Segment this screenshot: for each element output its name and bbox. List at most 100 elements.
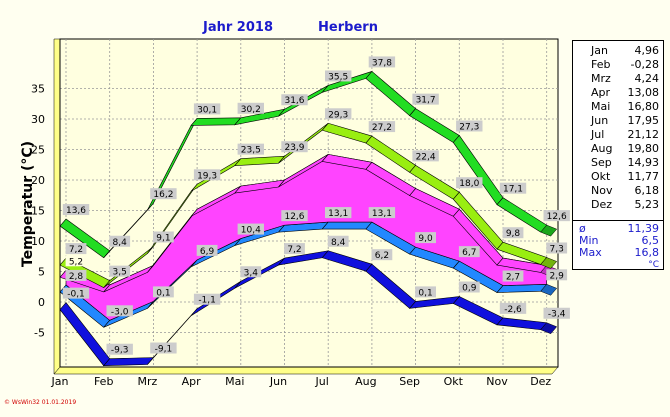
data-label: 7,2 (69, 245, 83, 255)
data-label: 9,1 (156, 233, 170, 243)
data-label-bg (150, 342, 177, 354)
data-label-bg (237, 143, 264, 155)
month-value: -0,28 (630, 58, 659, 71)
x-tick-label: Dez (530, 375, 551, 388)
monthly-row: Sep 14,93 (573, 156, 663, 170)
data-label-bg (502, 227, 524, 239)
month-value: 4,96 (634, 44, 660, 57)
series-0-endcap (540, 224, 558, 237)
month-name: Feb (591, 58, 611, 71)
data-label-bg (62, 204, 90, 216)
data-label: -0,1 (67, 290, 85, 300)
stat-label: Min (579, 234, 599, 247)
stat-label: Max (579, 246, 602, 259)
data-label: -3,0 (111, 307, 129, 317)
data-label-bg (281, 210, 308, 222)
data-label-bg (237, 102, 264, 114)
data-label: 7,3 (550, 244, 564, 254)
month-value: 14,93 (627, 156, 660, 169)
month-name: Sep (591, 156, 612, 169)
y-tick-label: 25 (31, 144, 45, 157)
data-label: 3,5 (113, 268, 127, 278)
y-tick-label: 15 (31, 205, 45, 218)
data-label: 6,2 (375, 251, 389, 261)
month-name: Dez (591, 198, 613, 211)
series-4-endcap (540, 322, 558, 335)
stat-row: Min 6,5 (573, 235, 663, 247)
data-label-bg (371, 249, 393, 261)
month-value: 13,08 (627, 86, 660, 99)
month-name: Nov (591, 184, 613, 197)
month-value: 17,95 (627, 114, 660, 127)
data-label-bg (65, 255, 87, 267)
month-name: Aug (591, 142, 613, 155)
stat-label: ø (579, 222, 586, 235)
data-label: 9,8 (506, 229, 521, 239)
data-label-bg (368, 56, 396, 68)
data-label: 7,2 (287, 245, 301, 255)
unit-label: °C (648, 260, 659, 270)
x-tick-label: Feb (94, 375, 113, 388)
x-tick-label: Mrz (138, 375, 158, 388)
data-label: -3,4 (548, 310, 566, 320)
data-label: -9,3 (111, 346, 129, 356)
data-label-bg (193, 103, 221, 115)
y-tick-label: 20 (31, 174, 45, 187)
data-label: 22,4 (416, 152, 436, 162)
data-label: 37,8 (372, 58, 392, 68)
data-label-bg (415, 286, 436, 298)
stat-value: 11,39 (627, 222, 660, 235)
data-label-bg (106, 305, 133, 317)
data-label-bg (458, 281, 480, 293)
chart-title: Jahr 2018 (202, 20, 273, 35)
data-label: 2,9 (550, 271, 565, 281)
data-label-bg (412, 93, 439, 105)
monthly-row: Nov 6,18 (573, 184, 663, 198)
month-value: 4,24 (634, 72, 660, 85)
monthly-row: Feb -0,28 (573, 58, 663, 72)
data-label-bg (368, 207, 396, 219)
x-tick-label: Nov (486, 375, 508, 388)
data-label: -2,6 (504, 305, 522, 315)
data-label-bg (502, 270, 524, 282)
y-tick-label: -5 (34, 327, 45, 340)
data-label-bg (415, 232, 436, 244)
data-label: 30,2 (241, 105, 261, 115)
x-tick-label: Jul (315, 375, 329, 388)
data-label-bg (109, 235, 131, 247)
data-label-bg (281, 94, 308, 106)
month-name: Mrz (591, 72, 611, 85)
month-name: Apr (591, 86, 611, 99)
data-label: 18,0 (459, 179, 479, 189)
data-label-bg (150, 188, 177, 200)
data-label: 9,0 (418, 234, 433, 244)
month-value: 5,23 (634, 198, 660, 211)
month-name: Jul (591, 128, 605, 141)
monthly-average-table: Jan 4,96 Feb -0,28 Mrz 4,24 Apr 13,08 Mai 16,80 Ju… (572, 40, 664, 231)
x-tick-label: Okt (444, 375, 464, 388)
y-tick-label: 5 (38, 266, 45, 279)
left-wall (53, 38, 61, 375)
data-label-bg (546, 242, 568, 254)
data-label-bg (240, 266, 262, 278)
data-label: -1,1 (198, 296, 216, 306)
stat-row: ø 11,39 (573, 223, 663, 235)
monthly-row: Apr 13,08 (573, 86, 663, 100)
y-axis-label: Temperatur (°C) (20, 141, 36, 267)
data-label: 35,5 (328, 72, 348, 82)
data-label: 16,2 (153, 190, 173, 200)
data-label-bg (499, 182, 527, 194)
monthly-row: Okt 11,77 (573, 170, 663, 184)
data-label-bg (196, 244, 218, 256)
monthly-row: Jan 4,96 (573, 44, 663, 58)
month-value: 11,77 (627, 170, 660, 183)
data-label-bg (412, 150, 439, 162)
summary-stats-table: ø 11,39 Min 6,5 Max 16,8 °C (572, 220, 664, 270)
month-name: Mai (591, 100, 611, 113)
data-label: 23,5 (241, 146, 261, 156)
month-name: Jun (591, 114, 609, 127)
month-value: 16,80 (627, 100, 660, 113)
watermark: © WsWin32 01.01.2019 (4, 399, 76, 406)
data-label-bg (106, 343, 133, 355)
